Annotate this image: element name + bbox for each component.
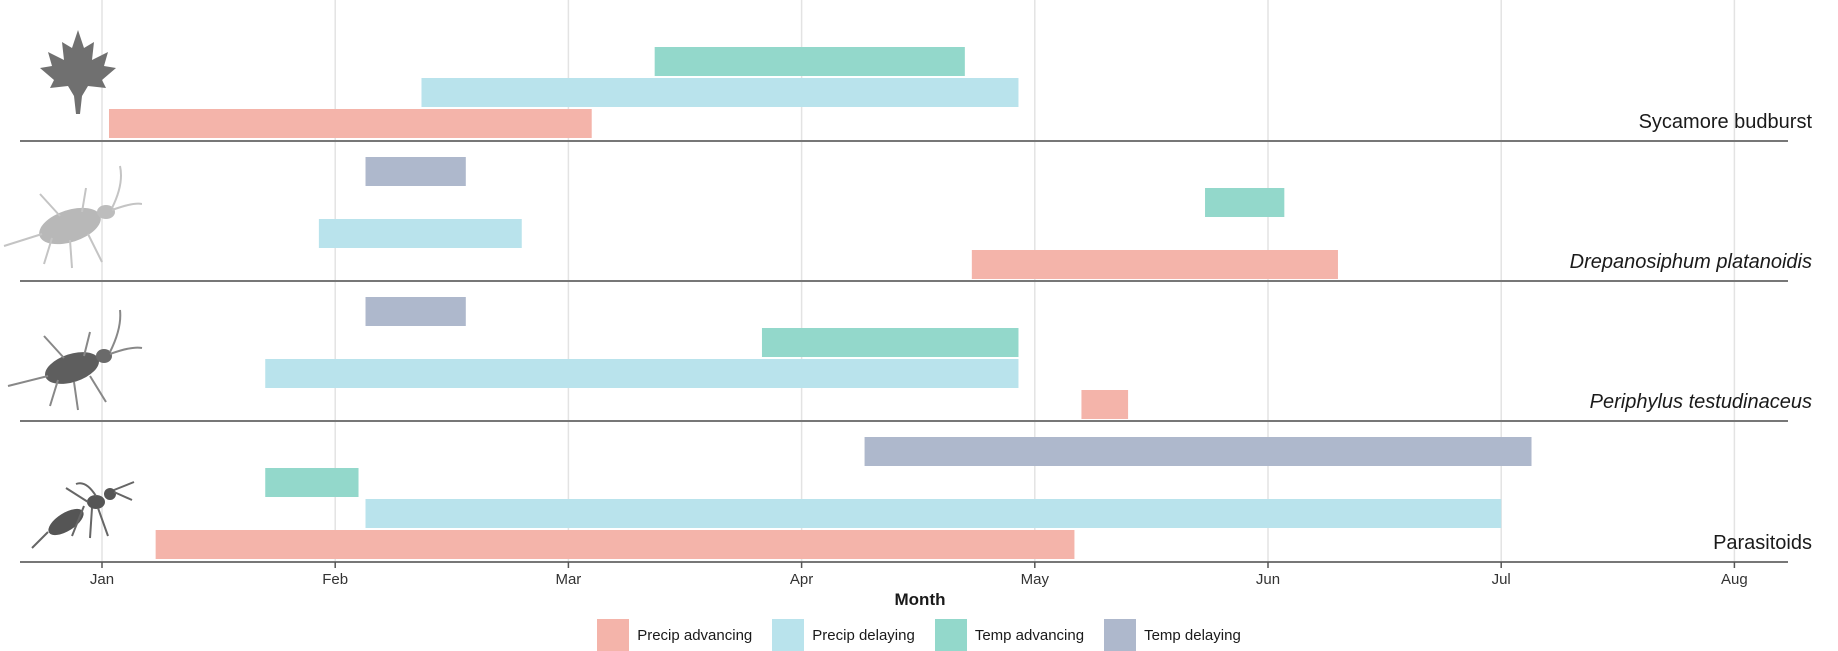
bar-temp-delaying [365,297,466,326]
legend-item: Temp delaying [1104,619,1241,651]
bar-precip-delaying [265,359,1019,388]
legend-swatch [1104,619,1137,651]
bar-precip-delaying [318,219,522,248]
bar-temp-advancing [654,47,965,76]
bar-temp-delaying [365,157,466,186]
aphid-icon [2,164,143,279]
legend-label: Temp delaying [1144,626,1241,644]
legend-item: Temp advancing [934,619,1085,651]
x-tick-label: May [1020,571,1049,588]
legend-swatch [597,619,630,651]
bar-precip-advancing [1081,390,1129,419]
legend-label: Precip advancing [637,626,753,644]
legend-item: Precip delaying [772,619,915,651]
bar-precip-advancing [108,109,592,138]
legend-swatch [934,619,967,651]
legend: Precip advancing Precip delaying Temp adva… [0,619,1838,651]
bar-temp-advancing [1205,188,1285,217]
legend-swatch [772,619,805,651]
x-tick-label: Aug [1721,571,1748,588]
x-tick-label: Mar [555,571,582,588]
bar-precip-delaying [421,78,1019,107]
bar-temp-delaying [864,437,1532,466]
legend-item: Precip advancing [597,619,752,651]
bar-precip-delaying [365,499,1502,528]
bar-temp-advancing [761,328,1019,357]
legend-label: Temp advancing [974,626,1085,644]
panel-label: Sycamore budburst [1638,111,1812,133]
bar-precip-advancing [971,250,1338,279]
x-tick-label: Jul [1491,571,1511,588]
legend-label: Precip delaying [812,626,915,644]
x-axis-title: Month [894,590,946,609]
x-tick-label: Feb [322,571,349,588]
x-tick-label: Jan [89,571,115,588]
x-tick-label: Apr [789,571,814,588]
maple-leaf-icon [38,28,118,121]
wasp-icon [26,460,136,555]
panel-label: Parasitoids [1713,532,1812,554]
aphid-icon [4,306,144,421]
bar-temp-advancing [265,468,359,497]
bar-precip-advancing [155,530,1075,559]
x-tick-label: Jun [1255,571,1281,588]
panel-label: Drepanosiphum platanoidis [1569,251,1812,273]
panel-label: Periphylus testudinaceus [1589,391,1812,413]
